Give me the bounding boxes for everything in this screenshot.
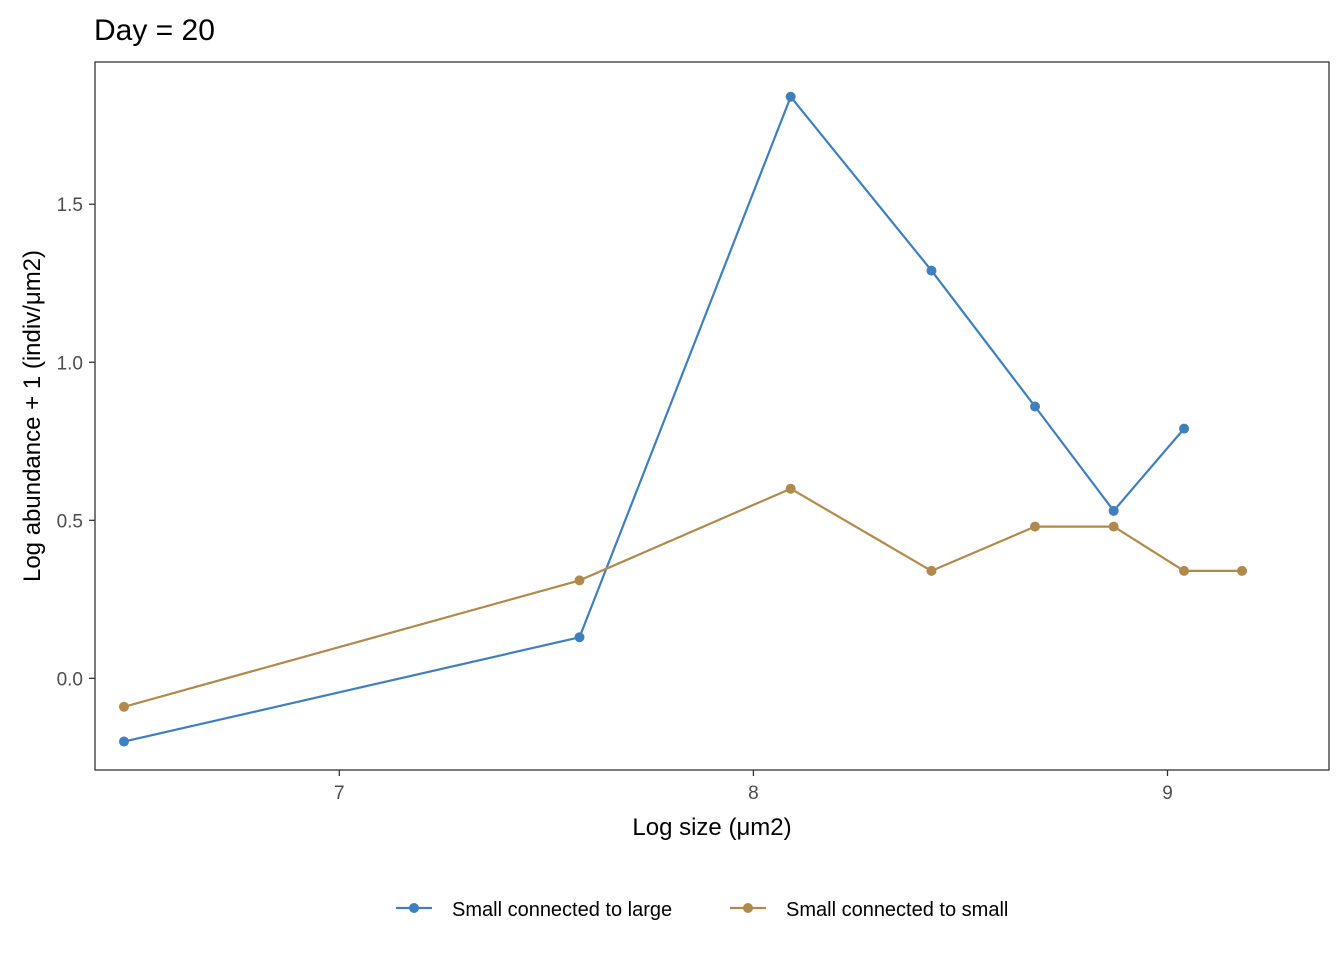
data-point — [1029, 401, 1040, 412]
series-layer — [118, 91, 1248, 747]
data-point — [1108, 505, 1119, 516]
y-tick-label: 1.0 — [57, 353, 83, 374]
legend-label: Small connected to large — [452, 899, 672, 921]
x-axis-title: Log size (μm2) — [632, 814, 791, 841]
data-point — [1179, 423, 1190, 434]
legend-item-small-connected-to-large: Small connected to large — [396, 899, 672, 921]
data-point — [118, 701, 129, 712]
x-tick-label: 8 — [748, 783, 759, 804]
data-point — [1029, 521, 1040, 532]
x-tick-label: 7 — [334, 783, 345, 804]
series-line — [123, 95, 1185, 743]
data-point — [785, 483, 796, 494]
legend-item-small-connected-to-small: Small connected to small — [730, 899, 1008, 921]
data-point — [118, 736, 129, 747]
y-tick-label: 0.5 — [57, 511, 83, 532]
data-point — [926, 265, 937, 276]
series-2 — [118, 483, 1248, 712]
chart-title: Day = 20 — [94, 14, 215, 47]
data-point — [1179, 565, 1190, 576]
y-axis: 0.0 0.5 1.0 1.5 — [57, 195, 95, 690]
legend: Small connected to large Small connected… — [396, 899, 1008, 921]
legend-key-dot — [409, 903, 419, 913]
legend-label: Small connected to small — [786, 899, 1008, 921]
y-tick-label: 0.0 — [57, 669, 83, 690]
plot-panel — [94, 61, 1330, 771]
data-point — [926, 565, 937, 576]
series-1 — [118, 91, 1190, 747]
legend-key-dot — [743, 903, 753, 913]
data-point — [1237, 565, 1248, 576]
x-tick-label: 9 — [1162, 783, 1173, 804]
data-point — [1108, 521, 1119, 532]
y-tick-label: 1.5 — [57, 195, 83, 216]
data-point — [785, 91, 796, 102]
data-point — [574, 575, 585, 586]
series-line — [123, 487, 1242, 708]
data-point — [574, 632, 585, 643]
x-axis: 7 8 9 — [334, 770, 1173, 804]
y-axis-title: Log abundance + 1 (indiv/μm2) — [19, 250, 46, 582]
